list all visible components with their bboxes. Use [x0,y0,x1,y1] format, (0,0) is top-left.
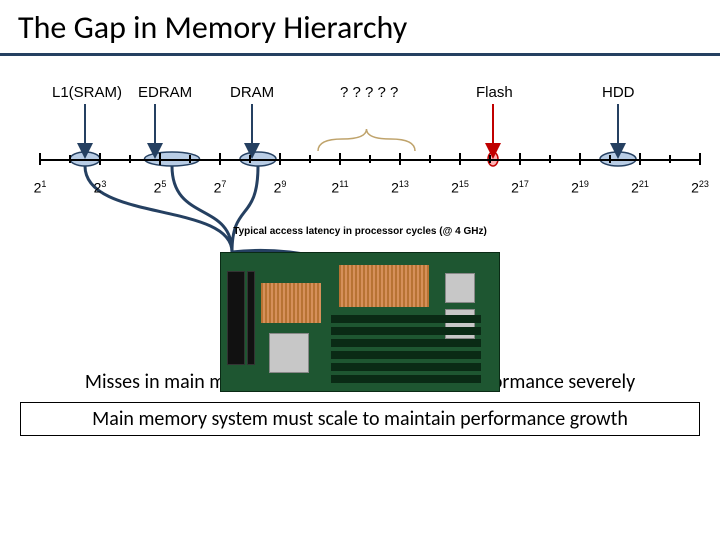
axis-tick-label: 217 [511,179,529,196]
title-underline [0,53,720,56]
axis-tick-label: 213 [391,179,409,196]
axis-tick-label: 25 [154,179,167,196]
axis-tick-label: 219 [571,179,589,196]
memory-hierarchy-diagram: 21 23 25 27 29 211 213 215 217 219 221 223 L1(SRAM)… [0,64,720,364]
axis-tick-label: 23 [94,179,107,196]
tier-label: ? ? ? ? ? [340,84,398,101]
tier-label: L1(SRAM) [52,84,122,101]
tier-label: Flash [476,84,513,101]
tier-label: HDD [602,84,635,101]
axis-tick-label: 21 [34,179,47,196]
slide-title: The Gap in Memory Hierarchy [0,0,720,53]
axis-tick-label: 27 [214,179,227,196]
boxed-callout: Main memory system must scale to maintai… [20,402,700,436]
axis-tick-label: 223 [691,179,709,196]
axis-caption: Typical access latency in processor cycl… [0,226,720,237]
motherboard-image [220,252,500,392]
axis-tick-label: 215 [451,179,469,196]
axis-tick-label: 221 [631,179,649,196]
axis-tick-label: 211 [331,179,348,196]
tier-label: EDRAM [138,84,192,101]
axis-tick-label: 29 [274,179,287,196]
tier-label: DRAM [230,84,274,101]
